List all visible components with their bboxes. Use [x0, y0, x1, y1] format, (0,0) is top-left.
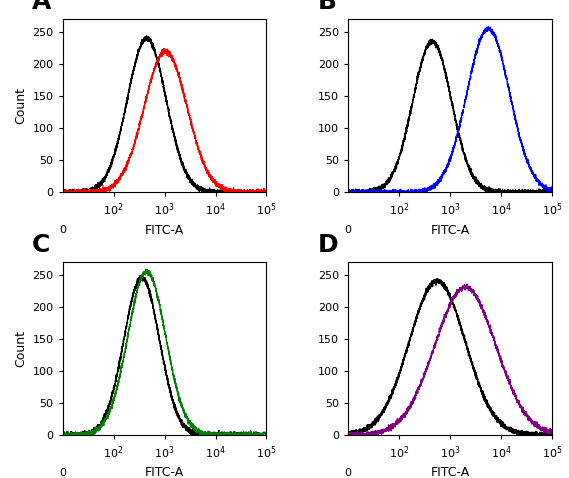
Text: 0: 0	[345, 225, 352, 235]
Text: 0: 0	[59, 468, 66, 478]
Text: C: C	[32, 232, 51, 257]
X-axis label: FITC-A: FITC-A	[145, 466, 184, 478]
X-axis label: FITC-A: FITC-A	[430, 466, 469, 478]
Text: A: A	[32, 0, 51, 14]
Text: D: D	[318, 232, 338, 257]
Text: 0: 0	[345, 468, 352, 478]
Y-axis label: Count: Count	[14, 87, 27, 124]
Text: 0: 0	[59, 225, 66, 235]
X-axis label: FITC-A: FITC-A	[145, 224, 184, 237]
X-axis label: FITC-A: FITC-A	[430, 224, 469, 237]
Text: B: B	[318, 0, 336, 14]
Y-axis label: Count: Count	[14, 330, 27, 367]
